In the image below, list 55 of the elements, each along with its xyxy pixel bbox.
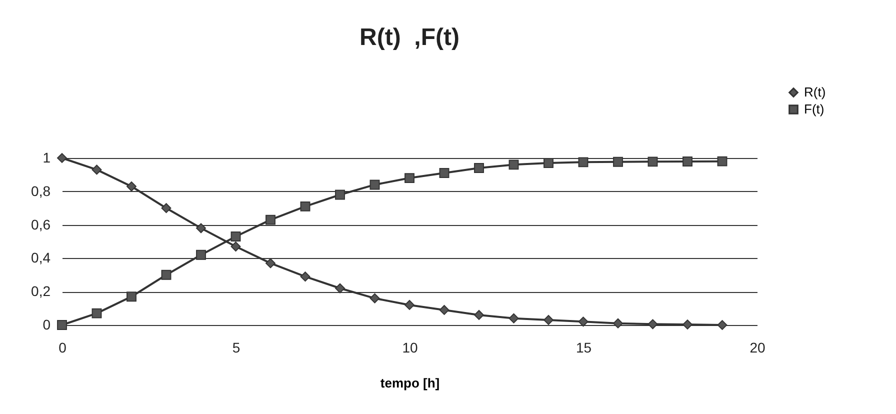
point: [196, 250, 206, 260]
point: [717, 156, 728, 166]
point: [404, 173, 414, 184]
point: [544, 315, 554, 325]
point: [717, 320, 728, 330]
point: [404, 300, 414, 310]
point: [126, 181, 136, 192]
point: [474, 163, 484, 173]
point: [57, 320, 67, 330]
chart-title: R(t) ,F(t): [358, 24, 460, 52]
point: [544, 158, 554, 168]
point: [230, 242, 241, 252]
point: [508, 313, 519, 324]
legend-label: F(t): [804, 102, 824, 116]
point: [92, 308, 102, 318]
point: [648, 319, 658, 330]
point: [335, 283, 345, 294]
y-tick-label: 0,6: [31, 216, 51, 232]
point: [266, 214, 276, 225]
y-tick-label: 0,8: [31, 182, 51, 199]
point: [613, 156, 623, 167]
point: [439, 305, 450, 315]
point: [266, 258, 276, 268]
y-tick-label: 0,4: [31, 250, 51, 266]
point: [300, 201, 310, 212]
point: [370, 180, 380, 190]
point: [230, 232, 241, 242]
point: [196, 223, 206, 234]
point: [161, 203, 172, 214]
point: [161, 270, 172, 280]
x-tick-label: 15: [576, 340, 592, 356]
point: [335, 190, 345, 200]
point: [92, 164, 102, 175]
point: [370, 293, 380, 304]
point: [648, 156, 658, 167]
x-tick-label: 20: [750, 340, 766, 356]
x-tick-label: 0: [58, 340, 67, 356]
legend-label: R(t): [804, 84, 826, 100]
x-tick-label: 10: [402, 340, 418, 356]
point: [57, 153, 67, 163]
y-tick-label: 0,2: [31, 283, 51, 300]
point: [578, 157, 588, 168]
x-tick-label: 5: [232, 340, 240, 356]
point: [682, 156, 692, 166]
point: [474, 310, 484, 320]
point: [439, 168, 450, 178]
y-tick-label: 1: [42, 150, 51, 166]
y-tick-label: 0: [42, 316, 51, 332]
point: [300, 272, 310, 282]
point: [613, 318, 623, 328]
point: [126, 292, 136, 302]
point: [508, 160, 519, 170]
x-axis-title: tempo [h]: [380, 376, 440, 390]
point: [578, 316, 588, 327]
point: [682, 320, 692, 330]
